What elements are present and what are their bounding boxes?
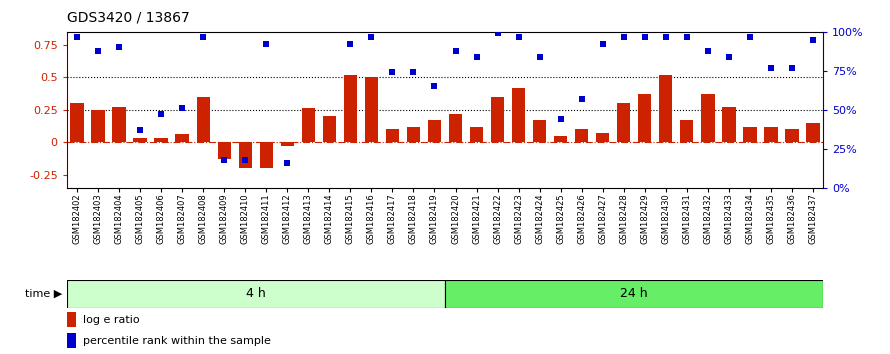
Bar (743, 127, 756, 142)
Bar (575, 129, 588, 142)
Bar (764, 127, 778, 142)
Bar (112, 107, 126, 142)
Bar (554, 136, 568, 142)
Bar (365, 77, 378, 142)
Bar (280, 142, 295, 146)
Bar (722, 107, 735, 142)
Text: time ▶: time ▶ (25, 289, 62, 299)
Bar (659, 75, 673, 142)
Bar (344, 75, 357, 142)
Bar (428, 120, 441, 142)
Bar (470, 127, 483, 142)
Text: 24 h: 24 h (620, 287, 648, 300)
Bar (445, 280, 823, 308)
Bar (385, 129, 400, 142)
Text: 4 h: 4 h (246, 287, 266, 300)
Bar (217, 142, 231, 159)
Bar (134, 138, 147, 142)
Bar (67, 280, 445, 308)
Bar (638, 94, 651, 142)
Bar (785, 129, 798, 142)
Bar (175, 135, 190, 142)
Bar (533, 120, 546, 142)
Bar (155, 138, 168, 142)
Bar (407, 127, 420, 142)
Bar (67, 312, 76, 327)
Bar (449, 114, 462, 142)
Bar (239, 142, 252, 168)
Bar (680, 120, 693, 142)
Bar (70, 103, 84, 142)
Bar (806, 123, 820, 142)
Bar (490, 97, 505, 142)
Bar (322, 116, 336, 142)
Text: percentile rank within the sample: percentile rank within the sample (84, 336, 271, 346)
Bar (302, 108, 315, 142)
Bar (67, 333, 76, 348)
Bar (260, 142, 273, 168)
Text: log e ratio: log e ratio (84, 315, 140, 325)
Bar (92, 110, 105, 142)
Bar (595, 133, 610, 142)
Bar (700, 94, 715, 142)
Text: GDS3420 / 13867: GDS3420 / 13867 (67, 11, 190, 25)
Bar (197, 97, 210, 142)
Bar (617, 103, 630, 142)
Bar (512, 88, 525, 142)
